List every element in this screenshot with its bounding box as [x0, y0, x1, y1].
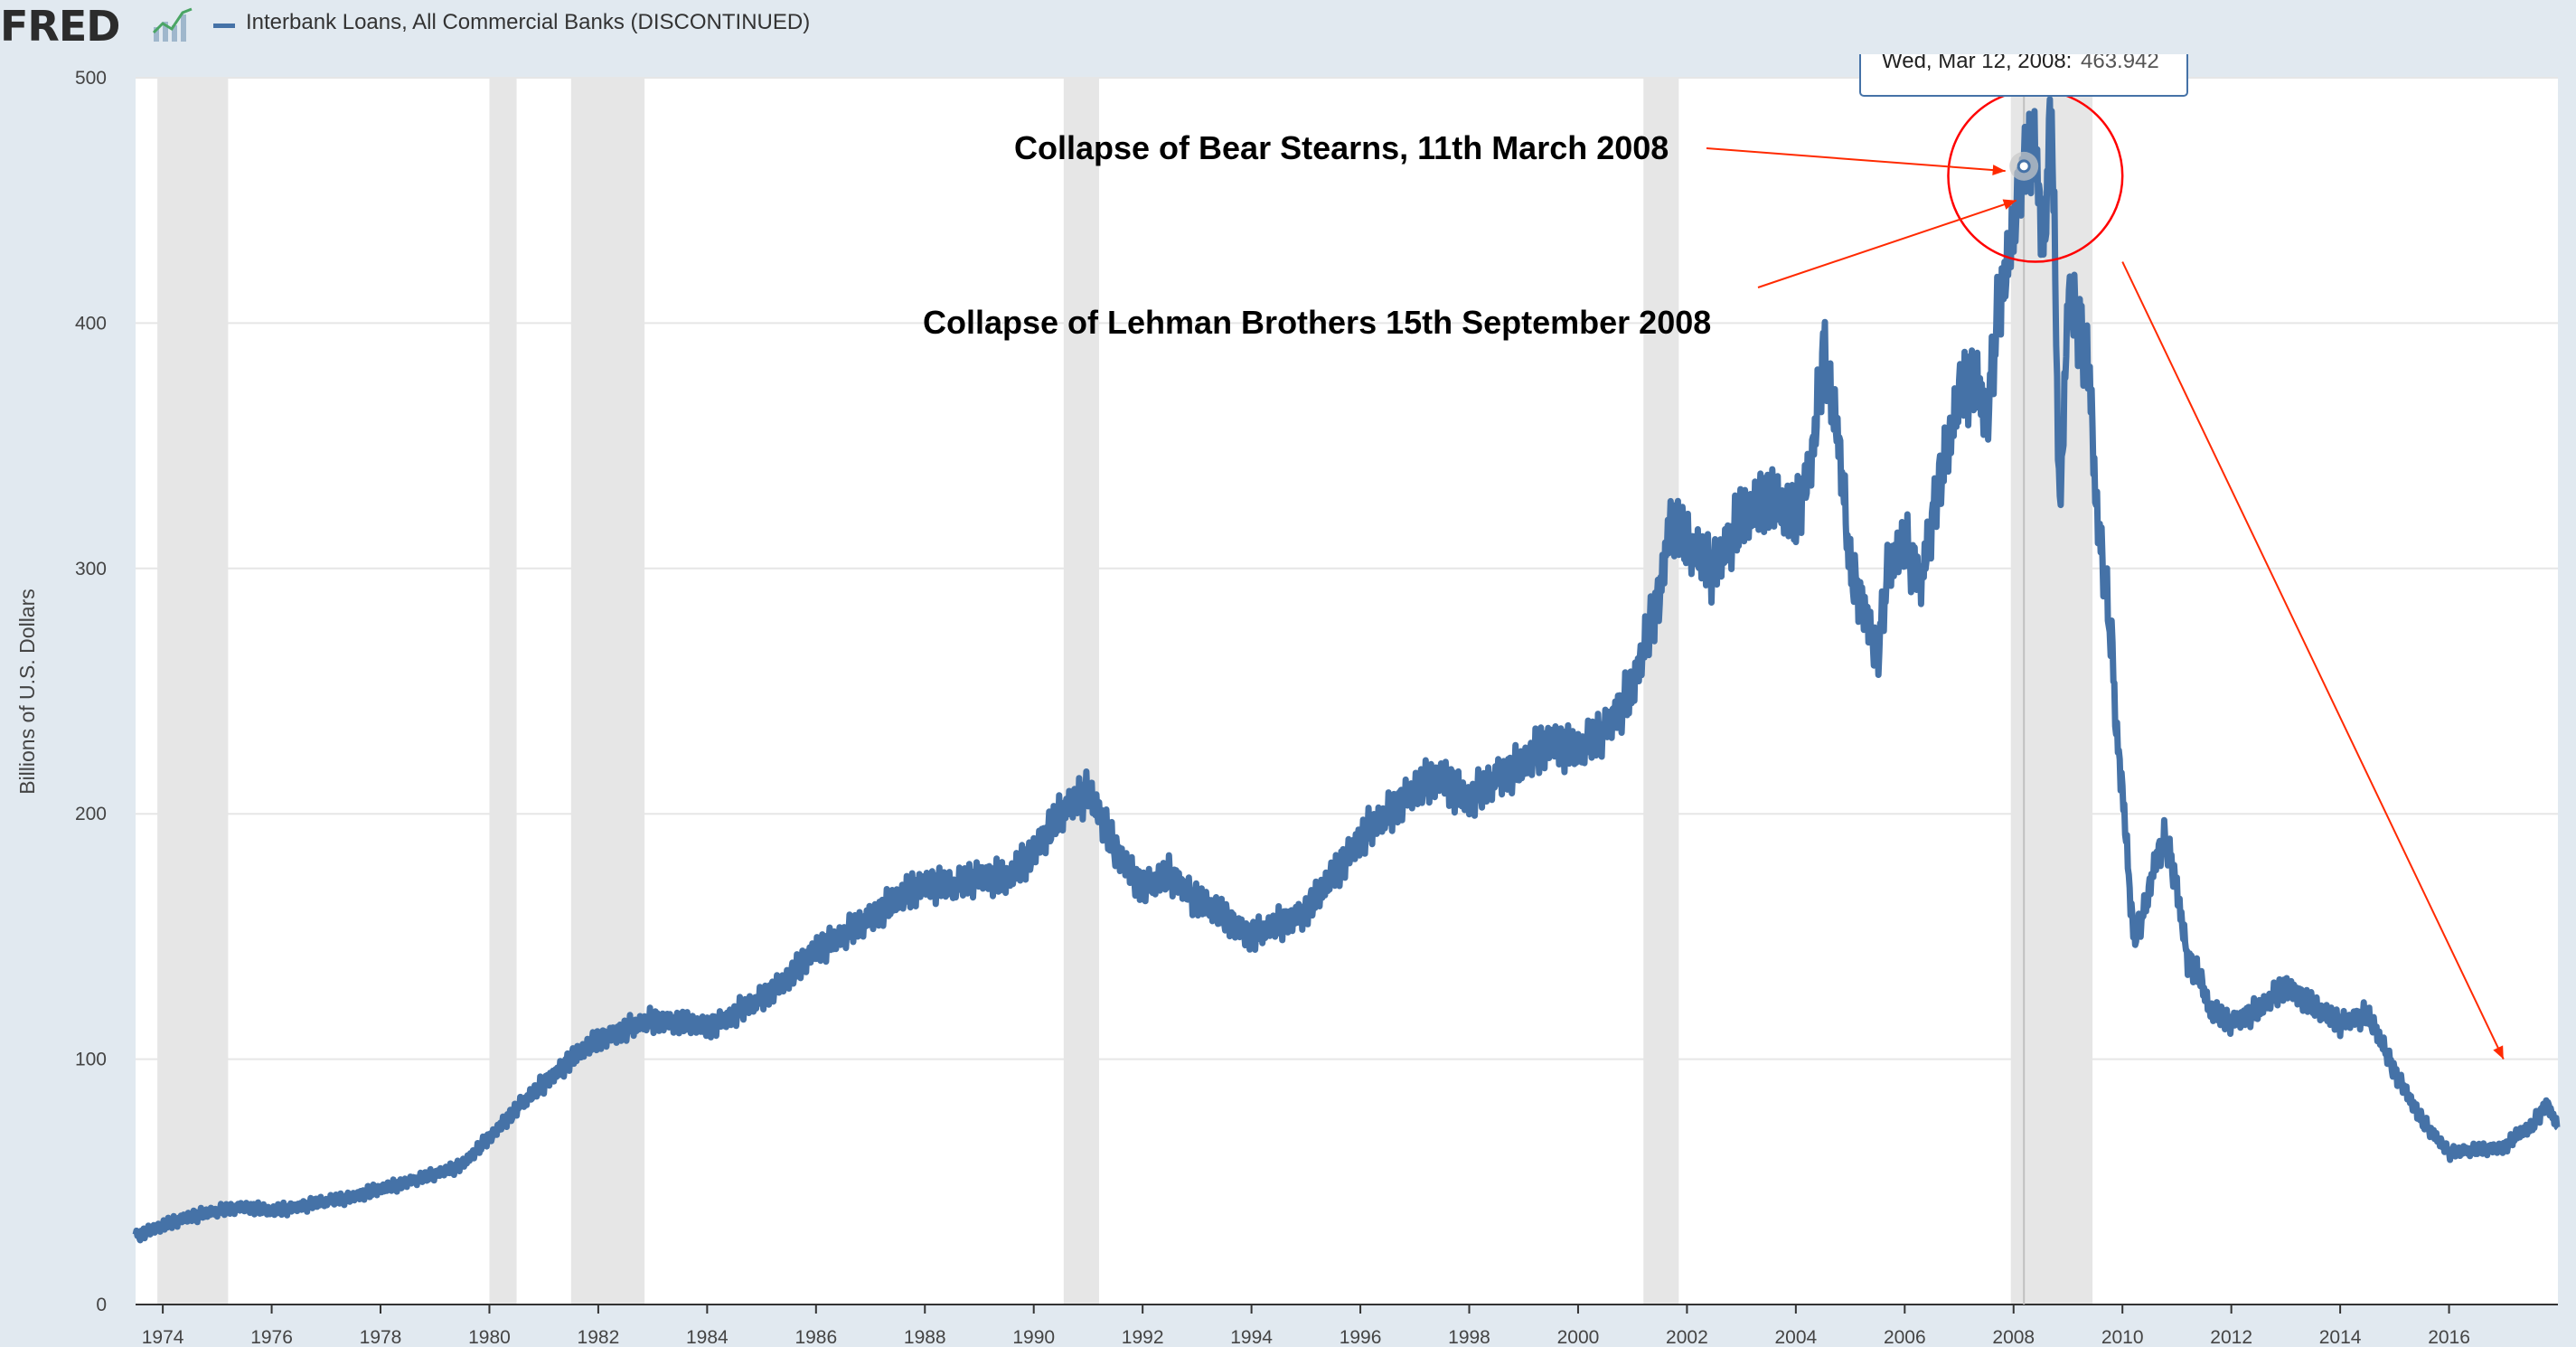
tooltip-value: 463.942 — [2081, 54, 2159, 73]
x-tick-label: 2008 — [1992, 1327, 2035, 1347]
annotation-arrowhead — [1992, 165, 2006, 176]
x-tick-label: 1980 — [468, 1327, 511, 1347]
x-tick-label: 1994 — [1230, 1327, 1273, 1347]
line-chart: 0 100 200 300 400 500 1974 1976 1978 1980 1982 198… — [15, 54, 2561, 1347]
x-tick-label: 1978 — [360, 1327, 402, 1347]
x-tick-label: 1998 — [1448, 1327, 1490, 1347]
fred-logo[interactable]: FRED — [0, 2, 120, 51]
recession-band — [1063, 78, 1099, 1305]
annotation-arrowhead — [2002, 199, 2017, 210]
x-tick-label: 1984 — [686, 1327, 729, 1347]
y-axis-ticks: 0 100 200 300 400 500 — [75, 68, 107, 1315]
x-tick-label: 2016 — [2428, 1327, 2470, 1347]
series-title[interactable]: Interbank Loans, All Commercial Banks (D… — [246, 10, 811, 34]
hover-point[interactable] — [2017, 159, 2031, 174]
header: FRED Interbank Loans, All Commercial Ban… — [0, 0, 2576, 54]
annotation-arrow-line — [1706, 147, 2006, 173]
recession-band — [1643, 78, 1679, 1305]
plot-background — [136, 78, 2558, 1305]
y-tick-label: 200 — [75, 804, 107, 824]
recession-band — [570, 78, 645, 1305]
tooltip-date: Wed, Mar 12, 2008: — [1882, 54, 2072, 73]
chart-trend-icon — [152, 7, 193, 42]
annotation-arrows — [1706, 147, 2505, 1060]
x-tick-label: 1992 — [1122, 1327, 1164, 1347]
annotation-arrowhead — [2493, 1045, 2504, 1060]
annotation-lehman-brothers: Collapse of Lehman Brothers 15th Septemb… — [923, 304, 1711, 341]
x-tick-label: 2012 — [2210, 1327, 2252, 1347]
y-tick-label: 400 — [75, 313, 107, 334]
x-tick-label: 1986 — [794, 1327, 837, 1347]
annotation-bear-stearns: Collapse of Bear Stearns, 11th March 200… — [1014, 129, 1669, 166]
recession-bands — [157, 78, 2093, 1305]
x-tick-label: 2000 — [1557, 1327, 1600, 1347]
x-tick-label: 1988 — [904, 1327, 946, 1347]
x-tick-label: 1996 — [1340, 1327, 1382, 1347]
legend-swatch — [213, 24, 235, 28]
x-tick-label: 1974 — [142, 1327, 184, 1347]
y-tick-label: 300 — [75, 559, 107, 579]
annotation-arrow-line — [1757, 199, 2017, 288]
x-tick-label: 1982 — [578, 1327, 620, 1347]
tooltip: Wed, Mar 12, 2008: 463.942 — [1859, 54, 2188, 97]
y-tick-label: 0 — [96, 1295, 107, 1315]
annotation-arrow-line — [2121, 261, 2505, 1060]
x-tick-label: 2004 — [1774, 1327, 1817, 1347]
tooltip-box — [1859, 54, 2188, 97]
y-tick-label: 500 — [75, 68, 107, 89]
x-tick-label: 2014 — [2319, 1327, 2362, 1347]
recession-band — [489, 78, 517, 1305]
x-tick-label: 2002 — [1666, 1327, 1708, 1347]
x-tick-label: 1976 — [250, 1327, 293, 1347]
x-axis-ticks: 1974 1976 1978 1980 1982 1984 1986 1988 1990 1992… — [142, 1305, 2470, 1347]
y-tick-label: 100 — [75, 1050, 107, 1070]
x-tick-label: 2006 — [1884, 1327, 1926, 1347]
x-tick-label: 2010 — [2101, 1327, 2144, 1347]
recession-band — [157, 78, 229, 1305]
y-axis-label: Billions of U.S. Dollars — [15, 589, 39, 795]
x-tick-label: 1990 — [1012, 1327, 1055, 1347]
series-line[interactable] — [132, 96, 2561, 1244]
